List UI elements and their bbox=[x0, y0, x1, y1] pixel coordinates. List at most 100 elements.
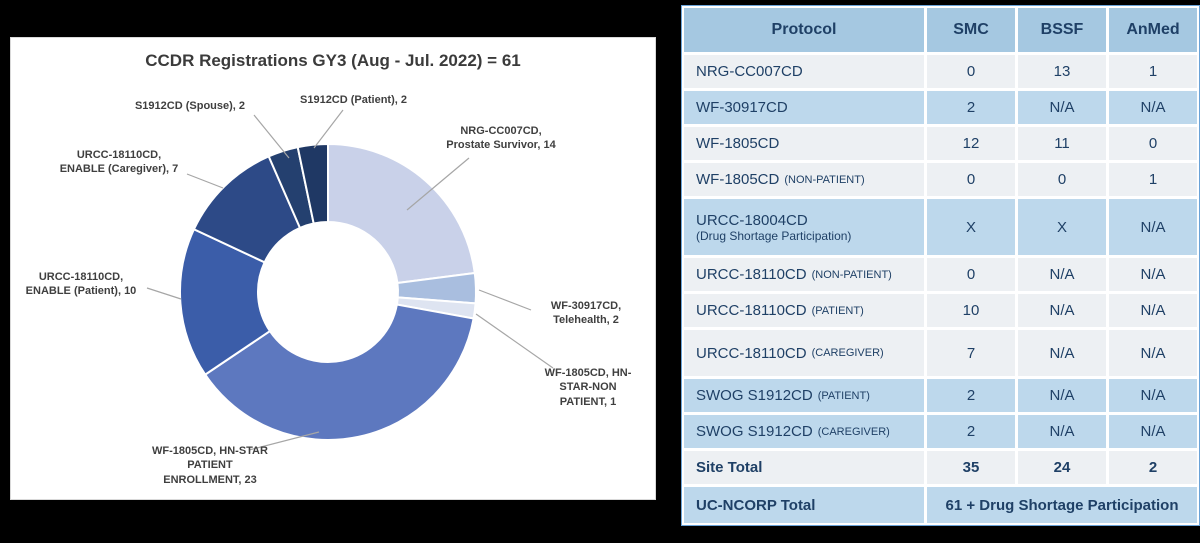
leader-line bbox=[475, 313, 554, 369]
chart-panel: CCDR Registrations GY3 (Aug - Jul. 2022)… bbox=[10, 37, 656, 500]
table-header-row: Protocol SMC BSSF AnMed bbox=[684, 8, 1197, 52]
protocol-name: SWOG S1912CD bbox=[696, 387, 813, 404]
protocol-cell: WF-1805CD (NON-PATIENT) bbox=[684, 163, 924, 196]
table-row-urcc-18110cd-non-patient-: URCC-18110CD (NON-PATIENT) 0 N/A N/A bbox=[684, 258, 1197, 291]
table-row-swog-s1912cd-patient-: SWOG S1912CD (PATIENT) 2 N/A N/A bbox=[684, 379, 1197, 412]
value-cell: 1 bbox=[1109, 55, 1197, 88]
callout-urcc-caregiver: URCC-18110CD, ENABLE (Caregiver), 7 bbox=[59, 149, 179, 176]
column-header-bssf: BSSF bbox=[1018, 8, 1106, 52]
leader-line bbox=[313, 109, 344, 149]
value-cell: 2 bbox=[927, 415, 1015, 448]
value-cell: N/A bbox=[1109, 330, 1197, 376]
value-cell: 0 bbox=[927, 163, 1015, 196]
site-total-row: Site Total 35 24 2 bbox=[684, 451, 1197, 484]
protocol-suffix: (CAREGIVER) bbox=[817, 425, 890, 438]
column-header-smc: SMC bbox=[927, 8, 1015, 52]
donut-segment-0 bbox=[327, 142, 476, 285]
grand-total-row: UC-NCORP Total 61 + Drug Shortage Partic… bbox=[684, 487, 1197, 523]
registrations-table: Protocol SMC BSSF AnMed NRG-CC007CD 0 13 1 W… bbox=[681, 5, 1200, 526]
protocol-subtitle: (Drug Shortage Participation) bbox=[696, 228, 852, 243]
value-cell: N/A bbox=[1109, 258, 1197, 291]
table-row-wf-1805cd-non-patient-: WF-1805CD (NON-PATIENT) 0 0 1 bbox=[684, 163, 1197, 196]
value-cell: N/A bbox=[1018, 91, 1106, 124]
value-cell: 0 bbox=[1018, 163, 1106, 196]
callout-s1912-spouse: S1912CD (Spouse), 2 bbox=[134, 100, 246, 112]
donut-slices bbox=[179, 142, 477, 441]
site-total-label: Site Total bbox=[684, 451, 924, 484]
leader-line bbox=[406, 157, 470, 211]
table-row-swog-s1912cd-caregiver-: SWOG S1912CD (CAREGIVER) 2 N/A N/A bbox=[684, 415, 1197, 448]
donut-segment-4 bbox=[179, 227, 272, 377]
protocol-cell: URCC-18110CD (CAREGIVER) bbox=[684, 330, 924, 376]
site-total-smc: 35 bbox=[927, 451, 1015, 484]
table-row-wf-30917cd: WF-30917CD 2 N/A N/A bbox=[684, 91, 1197, 124]
value-cell: 7 bbox=[927, 330, 1015, 376]
protocol-cell: SWOG S1912CD (CAREGIVER) bbox=[684, 415, 924, 448]
value-cell: 0 bbox=[1109, 127, 1197, 160]
callout-wf-30917cd: WF-30917CD, Telehealth, 2 bbox=[550, 300, 622, 327]
protocol-name: URCC-18110CD bbox=[696, 266, 807, 283]
protocol-name: WF-1805CD bbox=[696, 135, 780, 152]
value-cell: 0 bbox=[927, 55, 1015, 88]
protocol-suffix: (PATIENT) bbox=[817, 389, 870, 402]
value-cell: N/A bbox=[1109, 199, 1197, 255]
value-cell: N/A bbox=[1109, 415, 1197, 448]
value-cell: 2 bbox=[927, 379, 1015, 412]
callout-wf-1805cd-non: WF-1805CD, HN- STAR-NON PATIENT, 1 bbox=[544, 367, 632, 408]
value-cell: N/A bbox=[1018, 379, 1106, 412]
value-cell: N/A bbox=[1018, 294, 1106, 327]
protocol-cell: WF-1805CD bbox=[684, 127, 924, 160]
protocol-name: WF-30917CD bbox=[696, 99, 788, 116]
column-header-protocol: Protocol bbox=[684, 8, 924, 52]
protocol-cell: SWOG S1912CD (PATIENT) bbox=[684, 379, 924, 412]
protocol-name: SWOG S1912CD bbox=[696, 423, 813, 440]
protocol-name: URCC-18004CD bbox=[696, 211, 808, 229]
leader-line bbox=[253, 114, 290, 159]
protocol-suffix: (NON-PATIENT) bbox=[784, 173, 865, 186]
value-cell: N/A bbox=[1109, 294, 1197, 327]
column-header-anmed: AnMed bbox=[1109, 8, 1197, 52]
value-cell: 12 bbox=[927, 127, 1015, 160]
protocol-name: URCC-18110CD bbox=[696, 302, 807, 319]
donut-segment-3 bbox=[203, 303, 475, 441]
protocol-suffix: (NON-PATIENT) bbox=[811, 268, 892, 281]
leader-line bbox=[186, 173, 224, 189]
table-row-nrg-cc007cd: NRG-CC007CD 0 13 1 bbox=[684, 55, 1197, 88]
value-cell: N/A bbox=[1018, 258, 1106, 291]
protocol-name: WF-1805CD bbox=[696, 171, 780, 188]
value-cell: 2 bbox=[927, 91, 1015, 124]
value-cell: 11 bbox=[1018, 127, 1106, 160]
table-row-urcc-18110cd-caregiver-: URCC-18110CD (CAREGIVER) 7 N/A N/A bbox=[684, 330, 1197, 376]
grand-total-label: UC-NCORP Total bbox=[684, 487, 924, 523]
protocol-cell: URCC-18110CD (PATIENT) bbox=[684, 294, 924, 327]
table-row-urcc-18110cd-patient-: URCC-18110CD (PATIENT) 10 N/A N/A bbox=[684, 294, 1197, 327]
table-body: NRG-CC007CD 0 13 1 WF-30917CD 2 N/A N/A WF-1805C… bbox=[684, 55, 1197, 448]
chart-title: CCDR Registrations GY3 (Aug - Jul. 2022)… bbox=[145, 51, 521, 70]
value-cell: N/A bbox=[1109, 379, 1197, 412]
value-cell: 0 bbox=[927, 258, 1015, 291]
value-cell: 13 bbox=[1018, 55, 1106, 88]
grand-total-value: 61 + Drug Shortage Participation bbox=[927, 487, 1197, 523]
value-cell: N/A bbox=[1018, 415, 1106, 448]
protocol-cell: WF-30917CD bbox=[684, 91, 924, 124]
donut-segment-7 bbox=[296, 142, 329, 225]
value-cell: 1 bbox=[1109, 163, 1197, 196]
callout-s1912-patient: S1912CD (Patient), 2 bbox=[300, 94, 407, 106]
protocol-suffix: (PATIENT) bbox=[811, 304, 864, 317]
table-row-wf-1805cd: WF-1805CD 12 11 0 bbox=[684, 127, 1197, 160]
site-total-anmed: 2 bbox=[1109, 451, 1197, 484]
leader-line bbox=[248, 431, 320, 451]
callout-urcc-patient: URCC-18110CD, ENABLE (Patient), 10 bbox=[25, 271, 137, 298]
protocol-suffix: (CAREGIVER) bbox=[811, 347, 884, 359]
callout-wf-1805cd: WF-1805CD, HN-STAR PATIENT ENROLLMENT, 2… bbox=[152, 445, 268, 486]
donut-chart bbox=[146, 109, 554, 451]
leader-line bbox=[478, 289, 532, 311]
protocol-name: URCC-18110CD bbox=[696, 344, 807, 362]
protocol-cell: URCC-18110CD (NON-PATIENT) bbox=[684, 258, 924, 291]
callout-nrg-cc007cd: NRG-CC007CD, Prostate Survivor, 14 bbox=[446, 125, 556, 152]
value-cell: N/A bbox=[1109, 91, 1197, 124]
table-row-urcc-18004cd: URCC-18004CD (Drug Shortage Participation… bbox=[684, 199, 1197, 255]
value-cell: N/A bbox=[1018, 330, 1106, 376]
protocol-cell: NRG-CC007CD bbox=[684, 55, 924, 88]
